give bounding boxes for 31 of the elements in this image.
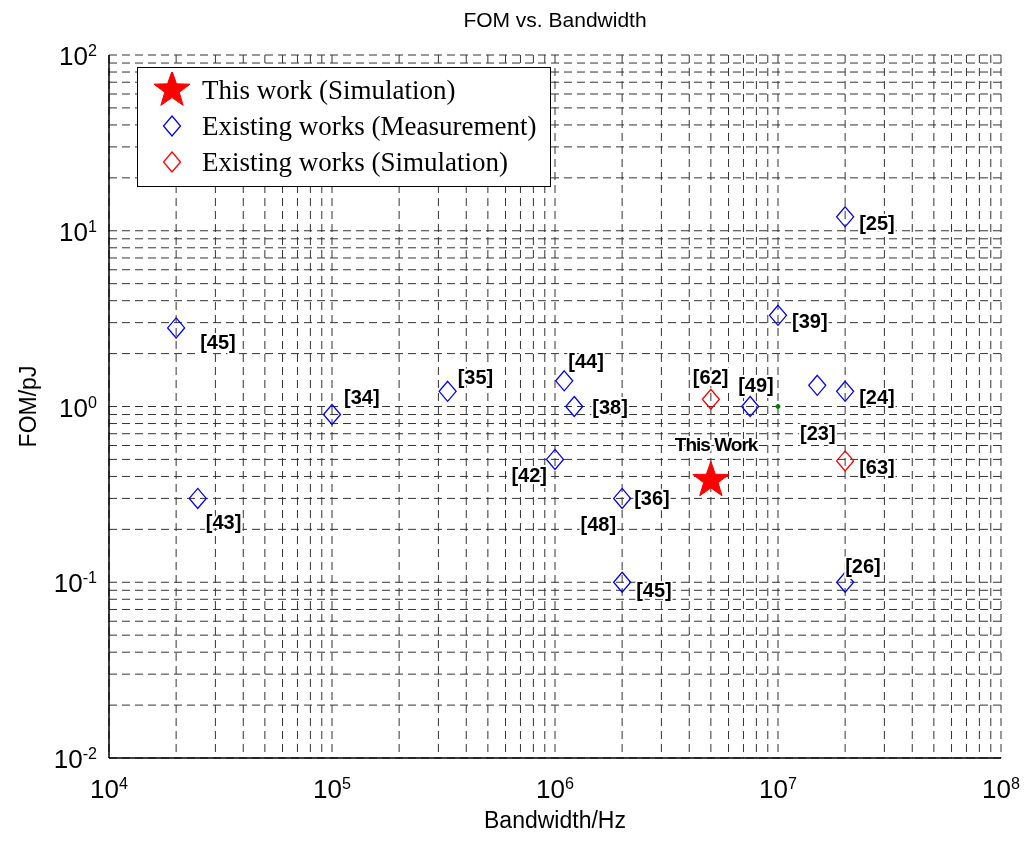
annotation: [25] bbox=[859, 211, 895, 234]
legend-label: This work (Simulation) bbox=[202, 74, 456, 107]
annotation: [44] bbox=[568, 349, 604, 372]
legend-label: Existing works (Simulation) bbox=[202, 146, 508, 179]
x-tick-label: 10$^{6}$ bbox=[536, 774, 574, 804]
y-tick-label: 10$^{-1}$ bbox=[53, 568, 98, 599]
y-tick-label: 10$^{2}$ bbox=[59, 41, 98, 71]
annotation: [36] bbox=[634, 487, 670, 510]
chart-title: FOM vs. Bandwidth bbox=[462, 8, 648, 32]
annotation: [49] bbox=[738, 373, 774, 396]
y-tick-label: 10$^{1}$ bbox=[59, 216, 98, 247]
x-tick-label: 10$^{8}$ bbox=[982, 774, 1020, 804]
annotation: [43] bbox=[205, 511, 242, 534]
annotation: [48] bbox=[580, 513, 617, 536]
annotation: [63] bbox=[859, 455, 895, 478]
annotation: [24] bbox=[859, 386, 895, 409]
x-axis-title: Bandwidth/Hz bbox=[483, 807, 627, 834]
y-tick-label: 10$^{0}$ bbox=[59, 392, 98, 423]
annotation: [35] bbox=[457, 366, 494, 389]
annotation: [26] bbox=[845, 555, 881, 578]
annotation: [45] bbox=[636, 579, 672, 602]
annotation: [45] bbox=[200, 330, 236, 353]
annotation: [39] bbox=[792, 310, 828, 333]
annotation: [62] bbox=[692, 366, 729, 389]
y-axis-title: FOM/pJ bbox=[14, 364, 42, 449]
x-tick-label: 10$^{4}$ bbox=[90, 774, 128, 804]
x-tick-label: 10$^{5}$ bbox=[313, 774, 351, 804]
x-tick-label: 10$^{7}$ bbox=[759, 774, 797, 804]
annotation: [34] bbox=[344, 385, 380, 408]
y-tick-label: 10$^{-2}$ bbox=[53, 744, 98, 774]
legend-label: Existing works (Measurement) bbox=[202, 110, 537, 143]
